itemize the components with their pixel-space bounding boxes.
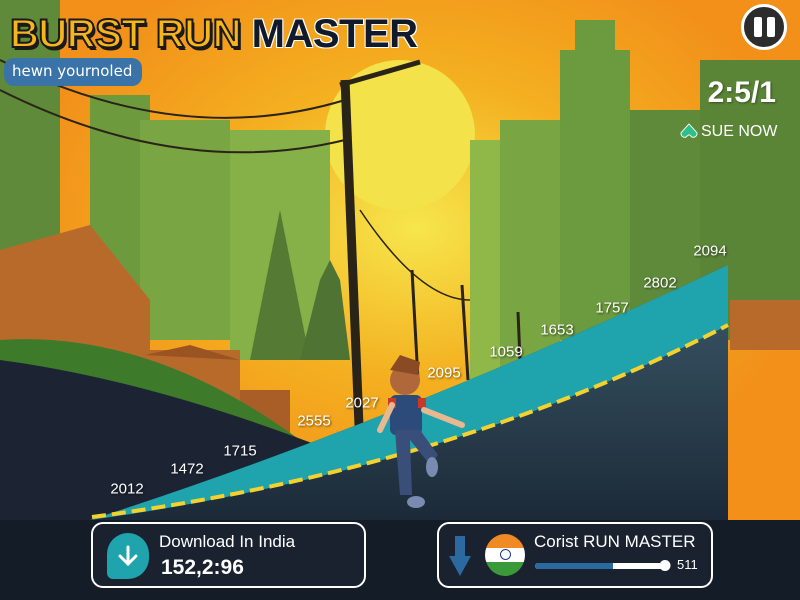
track-label: 1715 [223, 442, 257, 460]
road-side [90, 265, 728, 520]
subtitle-badge: hewn yournoled [4, 58, 143, 86]
download-label: Download In India [159, 532, 296, 551]
sue-now-button[interactable]: SUE NOW [680, 123, 777, 141]
progress-fill [535, 563, 613, 569]
track-label: 2094 [693, 242, 727, 260]
download-panel[interactable]: Download In India 152,2:96 [91, 522, 366, 588]
track-label: 2095 [427, 364, 461, 382]
pause-button[interactable] [741, 4, 787, 50]
download-value: 152,2:96 [161, 556, 244, 579]
pause-icon [753, 17, 762, 37]
master-panel[interactable]: Corist RUN MASTER 511 [437, 522, 713, 588]
city-skyline [0, 0, 800, 380]
down-arrow-icon [449, 536, 471, 576]
title-part2: MASTER [251, 12, 418, 56]
track-label: 2027 [345, 394, 379, 412]
sun [325, 60, 475, 210]
track-label: 1653 [540, 321, 574, 339]
track-label: 2555 [297, 412, 331, 430]
track-label: 2012 [110, 480, 144, 498]
spade-icon [680, 123, 698, 138]
track-label: 1472 [170, 460, 204, 478]
title-part1: BURST RUN [9, 11, 243, 57]
master-label: Corist RUN MASTER [534, 532, 696, 551]
progress-slider[interactable] [535, 560, 671, 571]
timer: 2:5/1 [707, 76, 776, 109]
track-label: 1059 [489, 343, 523, 361]
track-label: 1757 [595, 299, 629, 317]
sue-now-label: SUE NOW [701, 123, 778, 140]
runner-character[interactable] [377, 355, 465, 508]
game-title: BURST RUN MASTER [9, 10, 418, 58]
track-label: 2802 [643, 274, 677, 292]
india-flag-icon [485, 534, 525, 576]
pause-icon-bar [766, 17, 775, 37]
progress-value: 511 [677, 557, 698, 572]
download-arrow-icon [107, 533, 149, 579]
slider-knob[interactable] [659, 560, 671, 571]
